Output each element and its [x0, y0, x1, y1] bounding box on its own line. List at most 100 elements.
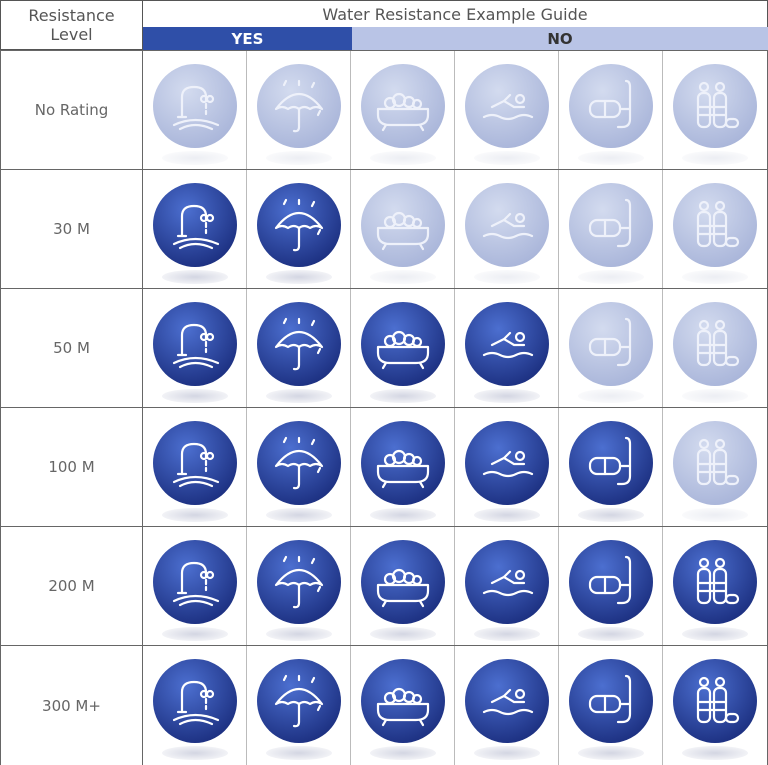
icon-reflection [265, 389, 332, 403]
resistance-level-cell: 300 M+ [0, 646, 143, 765]
resistance-grid: No Rating [0, 50, 768, 765]
umbrella-icon [256, 301, 342, 403]
scuba-tank-icon [672, 539, 758, 641]
icon-reflection [369, 508, 436, 522]
activity-cell [455, 51, 559, 169]
activity-cell [351, 408, 455, 526]
resistance-level-label: Resistance Level [28, 6, 115, 44]
snorkel-icon [568, 63, 654, 165]
activity-cell [143, 289, 247, 407]
activity-cell [351, 527, 455, 645]
icon-reflection [473, 627, 540, 641]
activity-cell [143, 51, 247, 169]
bathtub-icon [360, 539, 446, 641]
bathtub-icon [360, 420, 446, 522]
scuba-tank-icon [672, 182, 758, 284]
icon-reflection [682, 508, 748, 522]
activity-cell [247, 289, 351, 407]
activity-cell [663, 527, 768, 645]
activity-cell [247, 646, 351, 765]
faucet-icon [152, 63, 238, 165]
activity-cell [455, 289, 559, 407]
resistance-row: 200 M [0, 526, 768, 645]
icon-reflection [577, 746, 644, 760]
faucet-icon [152, 301, 238, 403]
swimmer-icon [464, 182, 550, 284]
activity-cell [143, 170, 247, 288]
activity-cell [455, 408, 559, 526]
activity-cell [559, 646, 663, 765]
icon-reflection [369, 746, 436, 760]
activity-cell [351, 51, 455, 169]
resistance-row: 300 M+ [0, 645, 768, 765]
icon-reflection [161, 151, 228, 165]
icon-reflection [161, 389, 228, 403]
faucet-icon [152, 182, 238, 284]
scuba-tank-icon [672, 658, 758, 760]
umbrella-icon [256, 182, 342, 284]
activity-cell [663, 646, 768, 765]
activity-cell [455, 527, 559, 645]
icon-reflection [369, 151, 436, 165]
icon-reflection [161, 270, 228, 284]
activity-cell [663, 289, 768, 407]
icon-reflection [473, 151, 540, 165]
snorkel-icon [568, 182, 654, 284]
resistance-level-cell: No Rating [0, 51, 143, 169]
resistance-level-cell: 100 M [0, 408, 143, 526]
snorkel-icon [568, 420, 654, 522]
activity-cell [247, 170, 351, 288]
snorkel-icon [568, 301, 654, 403]
activity-cell [663, 51, 768, 169]
swimmer-icon [464, 420, 550, 522]
umbrella-icon [256, 63, 342, 165]
umbrella-icon [256, 658, 342, 760]
activity-cell [351, 170, 455, 288]
snorkel-icon [568, 658, 654, 760]
activity-cell [143, 408, 247, 526]
resistance-level-cell: 50 M [0, 289, 143, 407]
icon-reflection [161, 627, 228, 641]
activity-cell [351, 646, 455, 765]
icon-reflection [682, 151, 748, 165]
icon-reflection [682, 389, 748, 403]
swimmer-icon [464, 63, 550, 165]
activity-cell [559, 289, 663, 407]
resistance-row: 30 M [0, 169, 768, 288]
swimmer-icon [464, 658, 550, 760]
resistance-row: No Rating [0, 50, 768, 169]
icon-reflection [265, 746, 332, 760]
icon-reflection [577, 627, 644, 641]
icon-reflection [682, 627, 748, 641]
icon-reflection [265, 151, 332, 165]
icon-reflection [161, 508, 228, 522]
resistance-level-header: Resistance Level [0, 0, 143, 50]
faucet-icon [152, 658, 238, 760]
icon-reflection [473, 508, 540, 522]
icon-reflection [473, 746, 540, 760]
activity-cell [663, 408, 768, 526]
yes-header: YES [143, 27, 352, 50]
activity-cell [663, 170, 768, 288]
scuba-tank-icon [672, 301, 758, 403]
activity-cell [455, 170, 559, 288]
bathtub-icon [360, 658, 446, 760]
activity-cell [559, 51, 663, 169]
icon-reflection [577, 151, 644, 165]
umbrella-icon [256, 420, 342, 522]
swimmer-icon [464, 539, 550, 641]
activity-cell [247, 51, 351, 169]
bathtub-icon [360, 63, 446, 165]
icon-reflection [682, 746, 748, 760]
icon-reflection [577, 270, 644, 284]
bathtub-icon [360, 301, 446, 403]
umbrella-icon [256, 539, 342, 641]
swimmer-icon [464, 301, 550, 403]
resistance-level-cell: 200 M [0, 527, 143, 645]
faucet-icon [152, 539, 238, 641]
bathtub-icon [360, 182, 446, 284]
activity-cell [247, 408, 351, 526]
icon-reflection [682, 270, 748, 284]
activity-cell [247, 527, 351, 645]
icon-reflection [265, 508, 332, 522]
